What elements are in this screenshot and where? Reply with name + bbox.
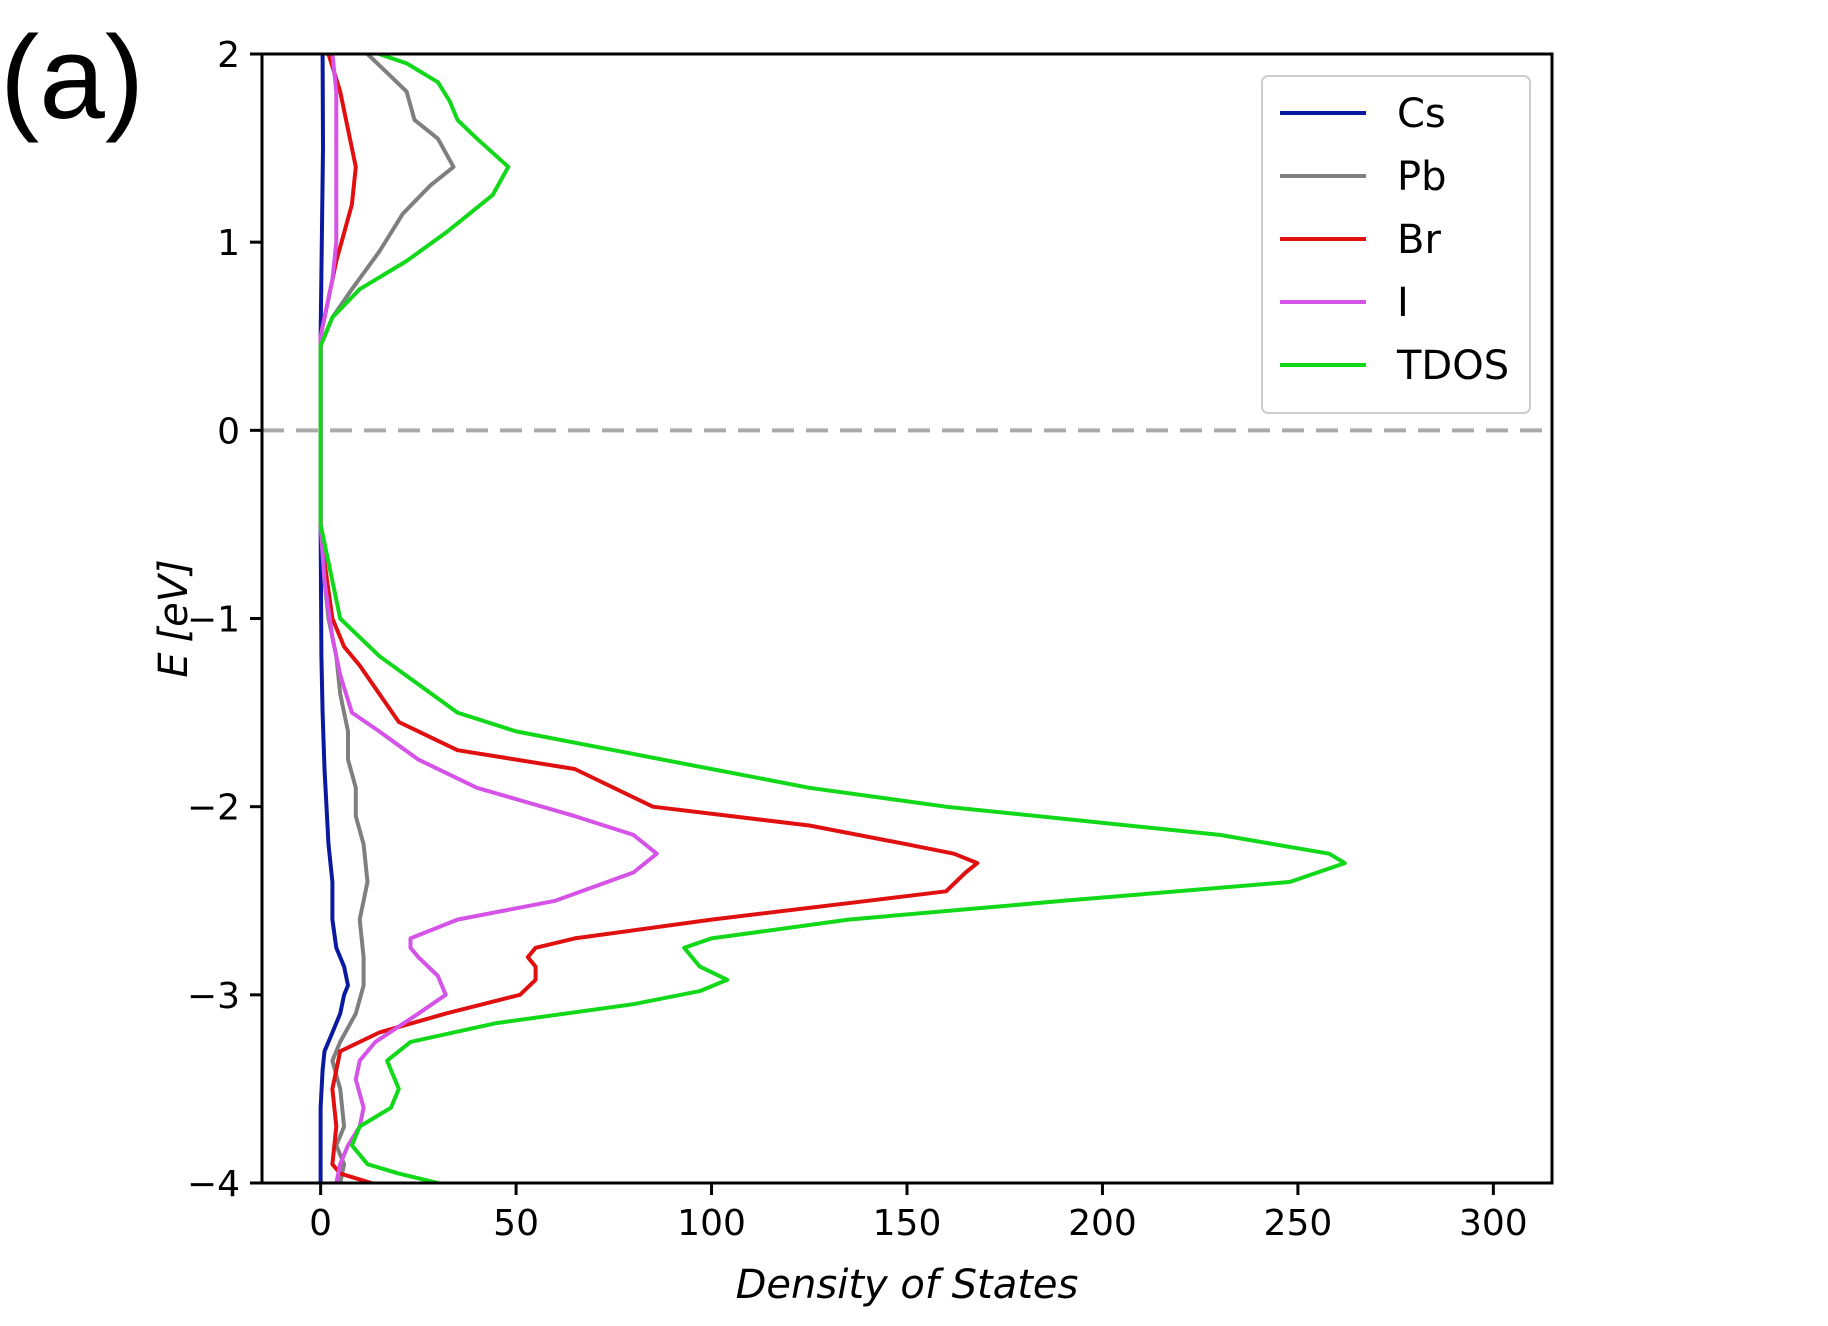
x-tick-label: 50 [493,1203,539,1244]
series-line-i [318,54,659,1183]
legend-box [1261,75,1531,414]
legend-label-br: Br [1397,217,1441,263]
y-tick-label: 0 [217,411,240,452]
x-tick-label: 150 [873,1203,942,1244]
legend-item-i: I [1280,280,1409,326]
legend-label-pb: Pb [1397,154,1447,200]
series-line-pb [318,54,456,1183]
x-tick-label: 300 [1459,1203,1528,1244]
y-tick-label: −1 [187,600,240,641]
x-tick-label: 200 [1068,1203,1137,1244]
x-tick-label: 0 [309,1203,332,1244]
legend-label-i: I [1397,280,1409,326]
legend-item-tdos: TDOS [1280,343,1509,389]
x-tick-label: 100 [677,1203,746,1244]
y-axis-label-unit: [eV] [151,559,197,642]
legend-item-cs: Cs [1280,91,1446,137]
legend-label-tdos: TDOS [1396,343,1509,389]
y-tick-label: −2 [187,788,240,829]
y-tick-label: 2 [217,35,240,76]
y-tick-label: −3 [187,976,240,1017]
x-axis-label: Density of States [736,1262,1079,1308]
legend-label-cs: Cs [1397,91,1446,137]
y-axis-label-symbol: E [151,652,197,678]
panel-label: (a) [0,12,144,144]
y-axis-label: E [eV] [151,559,197,677]
y-tick-label: 1 [217,223,240,264]
ticks-group: 0 50 100 150 200 250 300 2 1 0 −1 −2 −3 −4 [187,35,1528,1244]
legend-item-br: Br [1280,217,1441,263]
x-tick-label: 250 [1264,1203,1333,1244]
plot-series [318,54,1347,1183]
series-line-tdos [318,54,1347,1183]
y-tick-label: −4 [187,1164,240,1205]
legend: Cs Pb Br I TDOS [1261,75,1531,414]
legend-item-pb: Pb [1280,154,1447,200]
